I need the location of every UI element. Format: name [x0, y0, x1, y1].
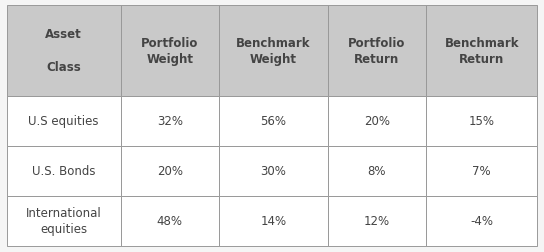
Bar [426, 6, 537, 96]
Text: 12%: 12% [364, 214, 390, 227]
Bar [121, 6, 219, 96]
Text: 15%: 15% [469, 115, 494, 128]
Text: U.S equities: U.S equities [28, 115, 99, 128]
Text: 8%: 8% [368, 165, 386, 177]
Bar [327, 196, 426, 246]
Text: Portfolio
Return: Portfolio Return [348, 37, 405, 66]
Text: 56%: 56% [261, 115, 286, 128]
Text: 32%: 32% [157, 115, 183, 128]
Text: 20%: 20% [364, 115, 390, 128]
Bar [7, 96, 121, 146]
Text: 20%: 20% [157, 165, 183, 177]
Bar [219, 6, 327, 96]
Bar [426, 96, 537, 146]
Bar [327, 146, 426, 196]
Bar [7, 196, 121, 246]
Text: Benchmark
Weight: Benchmark Weight [236, 37, 311, 66]
Bar [426, 196, 537, 246]
Bar [219, 96, 327, 146]
Bar [121, 196, 219, 246]
Bar [121, 146, 219, 196]
Text: Asset

Class: Asset Class [45, 28, 82, 74]
Text: Portfolio
Weight: Portfolio Weight [141, 37, 199, 66]
Bar [121, 96, 219, 146]
Text: International
equities: International equities [26, 206, 102, 235]
Text: 14%: 14% [260, 214, 286, 227]
Bar [327, 96, 426, 146]
Text: U.S. Bonds: U.S. Bonds [32, 165, 95, 177]
Text: 7%: 7% [472, 165, 491, 177]
Bar [327, 6, 426, 96]
Text: Benchmark
Return: Benchmark Return [444, 37, 519, 66]
Text: -4%: -4% [470, 214, 493, 227]
Bar [7, 146, 121, 196]
Text: 30%: 30% [261, 165, 286, 177]
Text: 48%: 48% [157, 214, 183, 227]
Bar [219, 196, 327, 246]
Bar [426, 146, 537, 196]
Bar [7, 6, 121, 96]
Bar [219, 146, 327, 196]
